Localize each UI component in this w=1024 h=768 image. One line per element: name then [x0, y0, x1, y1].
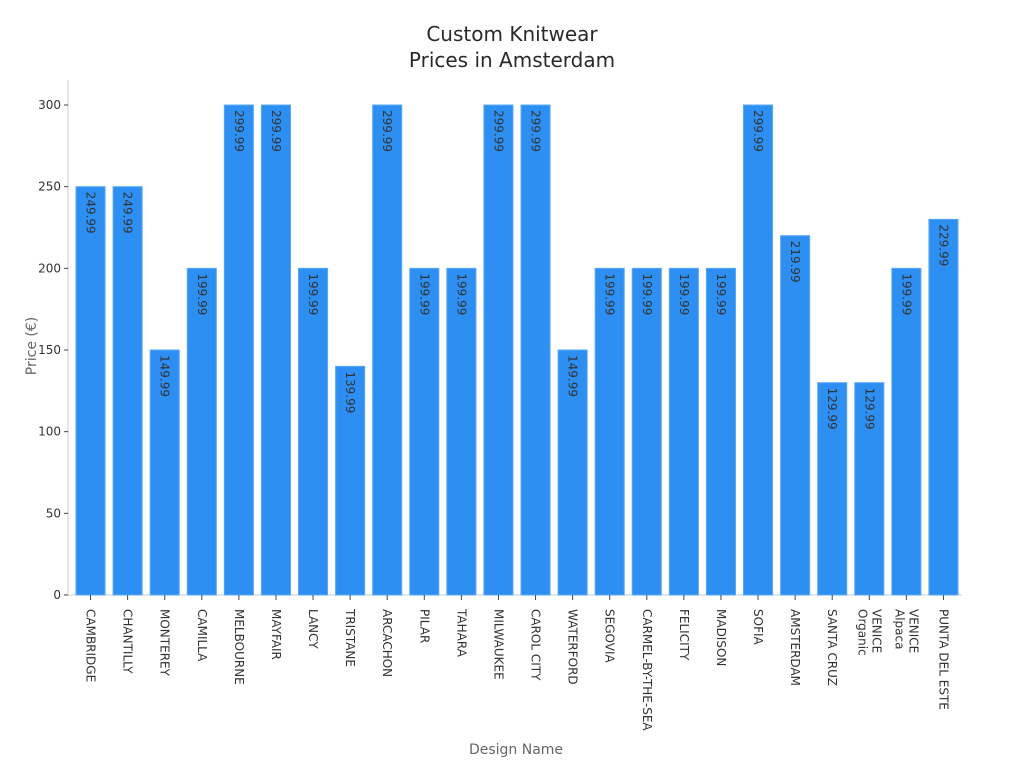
bar-value-label: 199.99 — [195, 273, 209, 315]
bar[interactable] — [928, 218, 959, 596]
bar-value-label: 249.99 — [121, 192, 135, 234]
bar[interactable] — [372, 104, 403, 596]
bar[interactable] — [743, 104, 774, 596]
bar-value-label: 299.99 — [232, 110, 246, 152]
bar[interactable] — [520, 104, 551, 596]
x-tick-label: MELBOURNE — [232, 609, 246, 685]
y-tick-label: 300 — [38, 98, 61, 112]
bar-value-label: 149.99 — [566, 355, 580, 397]
x-tick-label: MADISON — [714, 609, 728, 666]
bar-value-label: 299.99 — [491, 110, 505, 152]
bar[interactable] — [186, 267, 217, 596]
bar-value-label: 299.99 — [380, 110, 394, 152]
bar-value-label: 129.99 — [825, 388, 839, 430]
bar-value-label: 299.99 — [751, 110, 765, 152]
y-tick-label: 200 — [38, 261, 61, 275]
bar[interactable] — [260, 104, 291, 596]
bar-value-label: 199.99 — [899, 273, 913, 315]
bar-value-label: 199.99 — [677, 273, 691, 315]
x-tick-label: Alpaca — [892, 609, 906, 649]
x-tick-label: MILWAUKEE — [491, 609, 505, 680]
bar[interactable] — [891, 267, 922, 596]
y-tick-label: 0 — [53, 588, 61, 602]
bar[interactable] — [483, 104, 514, 596]
x-tick-label: MONTEREY — [158, 609, 172, 677]
x-tick-label: VENICE — [869, 609, 883, 653]
bar[interactable] — [298, 267, 329, 596]
bar[interactable] — [112, 186, 143, 596]
x-tick-label: Organic — [855, 609, 869, 656]
bar[interactable] — [446, 267, 477, 596]
bar[interactable] — [705, 267, 737, 596]
bar[interactable] — [149, 349, 180, 596]
y-tick-label: 100 — [38, 425, 61, 439]
x-tick-label: CAMILLA — [195, 609, 209, 662]
y-tick-label: 50 — [46, 506, 61, 520]
x-tick-label: MAYFAIR — [269, 609, 283, 660]
x-tick-label: CHANTILLY — [121, 609, 135, 674]
x-tick-label: CARMEL-BY-THE-SEA — [640, 609, 654, 731]
x-tick-label: PUNTA DEL ESTE — [936, 609, 950, 710]
bar-value-label: 299.99 — [269, 110, 283, 152]
x-tick-label: LANCY — [306, 609, 320, 649]
bar-value-label: 129.99 — [862, 388, 876, 430]
bar[interactable] — [780, 235, 811, 596]
x-tick-label: CAMBRIDGE — [84, 609, 98, 682]
x-tick-label: TAHARA — [454, 608, 468, 658]
bar-value-label: 199.99 — [714, 273, 728, 315]
x-tick-label: WATERFORD — [566, 609, 580, 685]
bar-value-label: 299.99 — [529, 110, 543, 152]
bar[interactable] — [75, 186, 106, 596]
x-tick-label: CAROL CITY — [529, 609, 543, 681]
x-tick-label: SEGOVIA — [603, 609, 617, 663]
bar[interactable] — [594, 267, 625, 596]
y-tick-label: 250 — [38, 180, 61, 194]
bar-value-label: 139.99 — [343, 371, 357, 413]
x-tick-label: AMSTERDAM — [788, 609, 802, 686]
bar-value-label: 199.99 — [640, 273, 654, 315]
x-tick-label: VENICE — [906, 609, 920, 653]
chart-title-line2: Prices in Amsterdam — [408, 48, 616, 72]
y-axis-label: Price (€) — [24, 316, 40, 376]
x-tick-label: PILAR — [417, 609, 431, 643]
x-tick-label: TRISTANE — [343, 608, 357, 667]
bar-value-label: 229.99 — [936, 224, 950, 266]
bar[interactable] — [631, 267, 662, 596]
chart-title-line1: Custom Knitwear — [426, 22, 598, 46]
x-tick-label: ARCACHON — [380, 609, 394, 677]
bar[interactable] — [409, 267, 440, 596]
bar-value-label: 249.99 — [84, 192, 98, 234]
x-tick-label: FELICITY — [677, 609, 691, 661]
bar-value-label: 149.99 — [158, 355, 172, 397]
bar[interactable] — [668, 267, 699, 596]
x-tick-label: SOFIA — [751, 609, 765, 646]
x-tick-label: SANTA CRUZ — [825, 609, 839, 686]
bar-value-label: 199.99 — [603, 273, 617, 315]
bar[interactable] — [223, 104, 254, 596]
bar-value-label: 219.99 — [788, 241, 802, 283]
bar-value-label: 199.99 — [454, 273, 468, 315]
x-axis-label: Design Name — [468, 742, 564, 758]
bar-value-label: 199.99 — [417, 273, 431, 315]
y-tick-label: 150 — [38, 343, 61, 357]
bar-value-label: 199.99 — [306, 273, 320, 315]
